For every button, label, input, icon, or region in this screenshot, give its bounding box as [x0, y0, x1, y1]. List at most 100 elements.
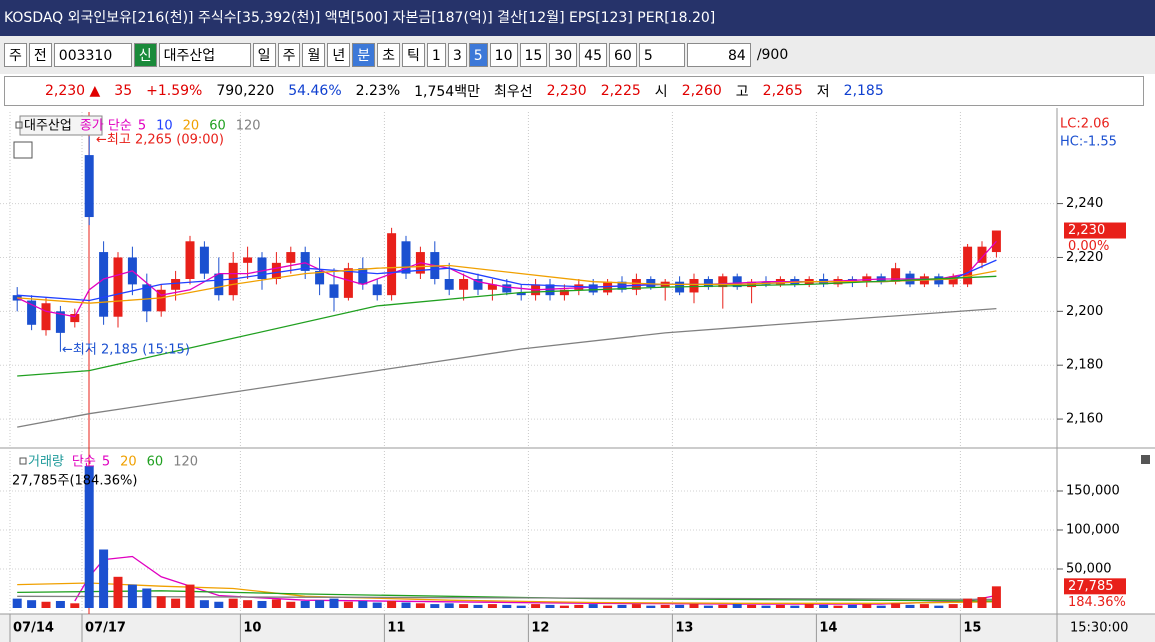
candle-body [185, 241, 195, 279]
last-volume-box [1064, 578, 1126, 595]
volume-bar [617, 604, 627, 608]
volume-bar [991, 586, 1001, 608]
volume-bar [545, 604, 555, 608]
candle-body [588, 284, 598, 293]
quote-field: 1,754백만 [414, 84, 480, 100]
candle-body [55, 311, 65, 333]
candle-body [171, 279, 181, 290]
quote-field: 고 [735, 84, 749, 100]
annotation: ←최고 2,265 (09:00) [96, 133, 224, 148]
volume-bar [588, 604, 598, 608]
volume-bar [689, 604, 699, 608]
volume-bar [646, 605, 656, 608]
period-button[interactable]: 초 [377, 43, 401, 67]
minute-button[interactable]: 10 [489, 43, 518, 67]
volume-bar [84, 466, 94, 608]
ma-line [17, 590, 997, 602]
x-tick-label: 07/14 [13, 621, 54, 636]
period-button[interactable]: 틱 [402, 43, 425, 67]
badge[interactable]: 신 [133, 43, 157, 67]
minute-button[interactable]: 15 [519, 43, 548, 67]
period-button[interactable]: 월 [302, 43, 326, 67]
period-button[interactable]: 주 [277, 43, 301, 67]
volume-bar [329, 598, 339, 608]
period-button[interactable]: 분 [352, 43, 376, 67]
volume-bar [55, 600, 65, 608]
minute-button[interactable]: 45 [579, 43, 607, 67]
volume-bar [934, 605, 944, 608]
toolbar-button[interactable]: 전 [28, 43, 52, 67]
minute-button[interactable]: 5 [468, 43, 488, 67]
candle-body [559, 289, 569, 296]
candle-body [631, 279, 641, 290]
toolbar: 주 전 003310 신 대주산업 일 주 월 년 분 초 틱 1 3 5 10 15 30 45 60 5 84/900 [0, 36, 1155, 74]
legend-entry: 60 [209, 119, 226, 134]
quote-row: 2,230 ▲ 35 +1.59% 790,220 54.46% 2.23% 1,754백만… [4, 76, 1144, 106]
candle-body [732, 276, 742, 288]
volume-bar [603, 605, 613, 608]
volume-bar [703, 605, 713, 608]
y-tick-label: 2,160 [1066, 412, 1103, 427]
candle-body [862, 276, 872, 282]
y-tick-label: 2,240 [1066, 196, 1103, 211]
time-label: 15:30:00 [1070, 621, 1128, 636]
volume-bar [948, 604, 958, 608]
candle-body [300, 252, 310, 271]
volume-bar [919, 604, 929, 608]
volume-bar [372, 602, 382, 608]
minute-button[interactable]: 30 [549, 43, 578, 67]
x-tick-label: 11 [387, 621, 405, 636]
stock-code[interactable]: 003310 [53, 43, 132, 67]
minute-button[interactable]: 3 [447, 43, 467, 67]
y-tick-label: 2,180 [1066, 358, 1103, 373]
x-tick-label: 15 [963, 621, 981, 636]
candle-body [459, 279, 469, 290]
ma-line [16, 240, 997, 318]
candle-body [646, 279, 656, 288]
candle-body [315, 270, 325, 285]
bar-count[interactable]: 84 [686, 43, 751, 67]
last-price-label: 2,230 [1068, 223, 1105, 238]
minute-button[interactable]: 1 [426, 43, 446, 67]
volume-bar [660, 604, 670, 608]
candle-body [689, 279, 699, 293]
volume-bar [401, 602, 411, 608]
legend-entry: 10 [156, 119, 173, 134]
minute-button[interactable]: 60 [608, 43, 637, 67]
quote-field: 2,185 [843, 83, 884, 99]
panel-title: 거래량 [28, 455, 64, 470]
quote-field: 54.46% [288, 83, 342, 99]
volume-bar [891, 603, 901, 608]
legend-entry: 120 [173, 455, 198, 470]
candle-body [934, 276, 944, 285]
legend-entry: 5 [102, 455, 110, 470]
candle-body [286, 252, 296, 263]
volume-bar [473, 604, 483, 608]
y-tick-label: 2,200 [1066, 304, 1103, 319]
volume-bar [27, 600, 37, 608]
volume-bar [70, 603, 80, 608]
candle-body [516, 292, 526, 296]
period-button[interactable]: 일 [252, 43, 276, 67]
stock-name[interactable]: 대주산업 [158, 43, 251, 67]
candle-body [387, 233, 397, 296]
volume-bar [502, 604, 512, 608]
bar-max: /900 [756, 47, 789, 63]
volume-bar [257, 600, 267, 608]
volume-bar [243, 600, 253, 608]
volume-bar [271, 599, 281, 608]
period-button[interactable]: 년 [327, 43, 351, 67]
volume-bar [862, 604, 872, 608]
candle-body [329, 284, 339, 298]
toolbar-button[interactable]: 주 [4, 43, 27, 67]
title: KOSDAQ 외국인보유[216(천)] 주식수[35,392(천)] 액면[5… [4, 10, 716, 26]
panel-icon [1141, 455, 1150, 464]
candle-body [214, 273, 224, 296]
volume-bar [905, 604, 915, 608]
count-select[interactable]: 5 [638, 43, 685, 67]
volume-bar [718, 604, 728, 608]
volume-bar [300, 600, 310, 608]
volume-bar [516, 605, 526, 608]
volume-bar [286, 601, 296, 608]
